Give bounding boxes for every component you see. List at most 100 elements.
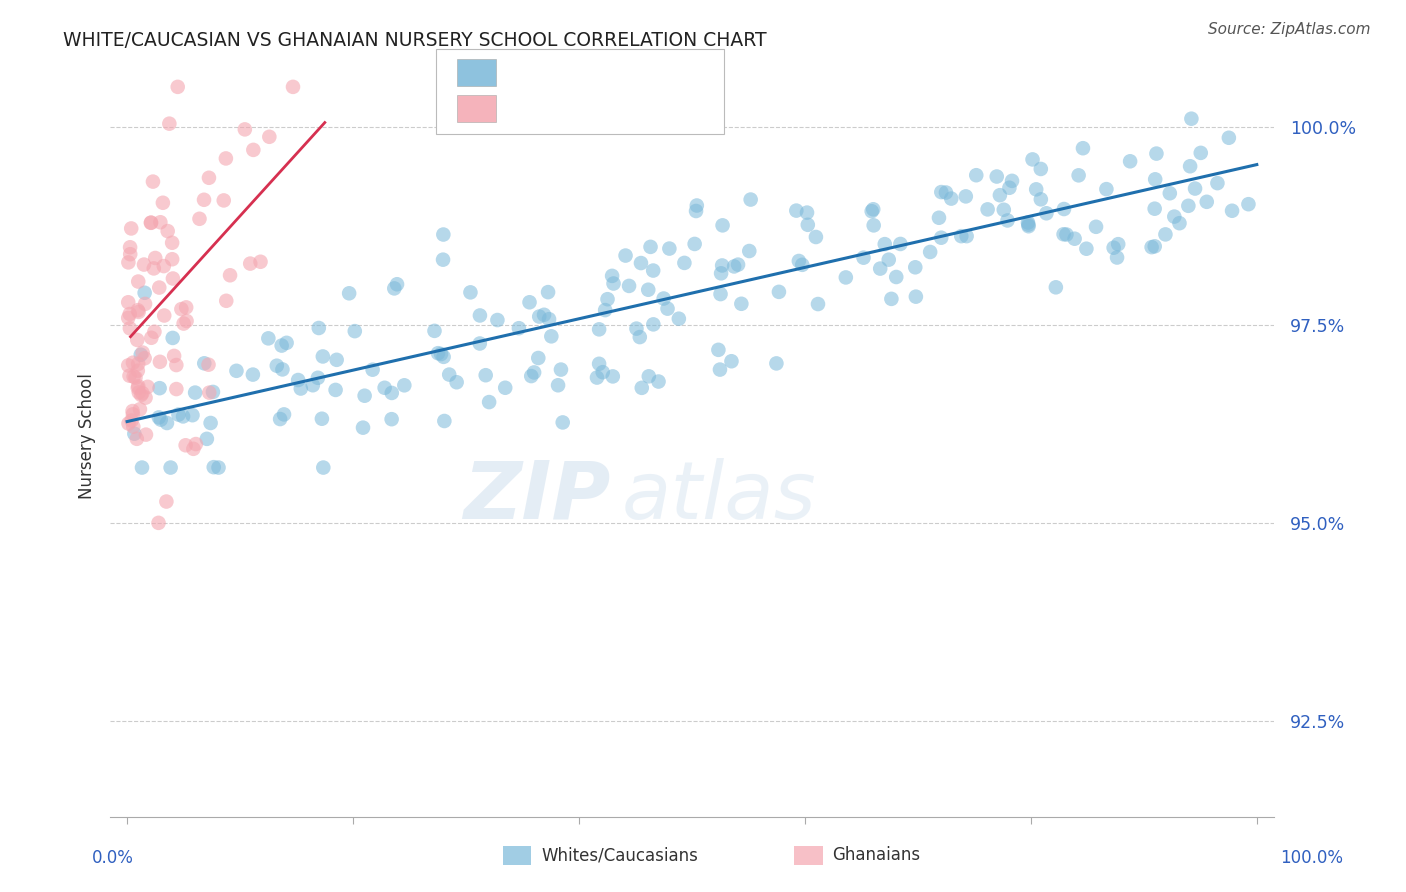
Point: [120, 221, 142, 235]
Text: R =: R =: [508, 66, 547, 84]
Point: [873, 237, 896, 252]
Text: 84: 84: [650, 99, 675, 117]
Text: atlas: atlas: [621, 458, 817, 536]
Point: [361, 362, 384, 376]
Text: Whites/Caucasians: Whites/Caucasians: [541, 847, 699, 864]
Point: [117, 417, 139, 431]
Point: [1140, 240, 1163, 254]
Point: [880, 292, 903, 306]
Point: [352, 420, 374, 434]
Point: [1095, 182, 1118, 196]
Point: [1076, 242, 1098, 256]
Point: [287, 373, 309, 387]
Point: [172, 409, 194, 424]
Point: [643, 318, 665, 332]
Point: [215, 152, 238, 166]
Point: [1025, 182, 1047, 196]
Point: [673, 256, 696, 270]
Point: [862, 219, 884, 233]
Point: [163, 349, 186, 363]
Point: [281, 79, 304, 94]
Point: [468, 336, 491, 351]
Point: [149, 215, 172, 229]
Point: [652, 292, 675, 306]
Point: [929, 230, 952, 244]
Text: 100.0%: 100.0%: [1279, 849, 1343, 867]
Point: [637, 369, 659, 384]
Point: [494, 381, 516, 395]
Point: [127, 381, 149, 395]
Point: [433, 414, 456, 428]
Point: [148, 280, 170, 294]
Point: [1045, 280, 1067, 294]
Point: [1220, 203, 1243, 218]
Point: [683, 236, 706, 251]
Point: [122, 356, 145, 370]
Point: [468, 309, 491, 323]
Text: 0.0%: 0.0%: [91, 849, 134, 867]
Point: [993, 202, 1015, 217]
Point: [117, 295, 139, 310]
Point: [122, 407, 145, 421]
Point: [884, 270, 907, 285]
Point: [128, 305, 150, 319]
Point: [118, 368, 141, 383]
Point: [889, 236, 911, 251]
Text: Source: ZipAtlas.com: Source: ZipAtlas.com: [1208, 22, 1371, 37]
Point: [127, 357, 149, 371]
Point: [792, 258, 814, 272]
Point: [353, 389, 375, 403]
Point: [149, 381, 172, 395]
Point: [710, 266, 733, 280]
Point: [308, 321, 330, 335]
Point: [1053, 202, 1076, 216]
Point: [1237, 197, 1260, 211]
Point: [600, 268, 623, 283]
Point: [807, 297, 830, 311]
Point: [460, 285, 482, 300]
Point: [835, 270, 858, 285]
Point: [225, 364, 247, 378]
Point: [738, 244, 761, 258]
Point: [637, 283, 659, 297]
Point: [148, 410, 170, 425]
Point: [727, 258, 749, 272]
Point: [134, 285, 156, 300]
Point: [797, 218, 820, 232]
Point: [796, 205, 818, 219]
Point: [640, 240, 662, 254]
Point: [269, 412, 291, 426]
Point: [1146, 146, 1168, 161]
Point: [533, 308, 555, 322]
Point: [657, 301, 679, 316]
Point: [446, 376, 468, 390]
Point: [1143, 202, 1166, 216]
Point: [432, 252, 454, 267]
Point: [647, 375, 669, 389]
Point: [1163, 210, 1185, 224]
Point: [1054, 227, 1077, 242]
Point: [1159, 186, 1181, 201]
Point: [181, 408, 204, 422]
Point: [486, 313, 509, 327]
Point: [707, 343, 730, 357]
Point: [430, 347, 453, 361]
Point: [201, 384, 224, 399]
Point: [149, 355, 172, 369]
Point: [239, 256, 262, 270]
Point: [785, 203, 807, 218]
Point: [127, 333, 149, 347]
Point: [523, 366, 546, 380]
Point: [804, 230, 827, 244]
Point: [129, 388, 152, 402]
Text: 200: 200: [650, 66, 688, 84]
Point: [956, 229, 979, 244]
Point: [941, 192, 963, 206]
Point: [1154, 227, 1177, 242]
Point: [156, 416, 179, 430]
Point: [588, 322, 610, 336]
Text: Ghanaians: Ghanaians: [832, 847, 921, 864]
Point: [955, 189, 977, 203]
Point: [1018, 219, 1040, 234]
Point: [1218, 130, 1240, 145]
